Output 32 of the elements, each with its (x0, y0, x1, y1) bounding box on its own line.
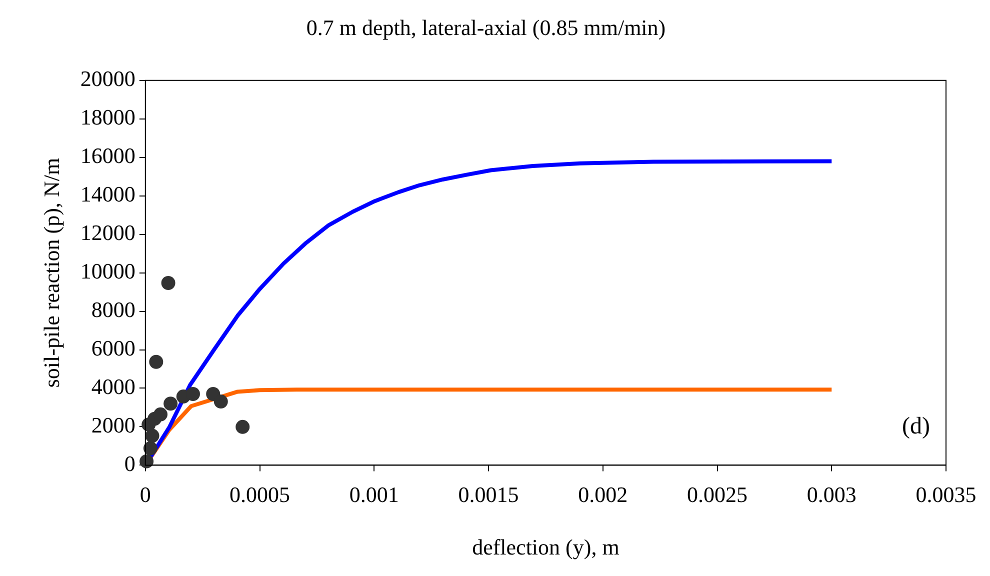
y-axis-title: soil-pile reaction (p), N/m (38, 158, 64, 388)
x-tick-label: 0.001 (349, 482, 399, 508)
point (149, 354, 164, 369)
y-tick-label: 20000 (80, 66, 136, 92)
y-tick-label: 16000 (80, 143, 136, 168)
chart-title: 0.7 m depth, lateral-axial (0.85 mm/min) (306, 14, 666, 40)
x-tick-label: 0.003 (806, 482, 856, 508)
point (164, 396, 178, 411)
point (214, 394, 228, 409)
x-tick-label: 0.0025 (687, 482, 748, 508)
y-tick-label: 12000 (80, 220, 136, 246)
y-tick-label: 14000 (80, 182, 136, 207)
point (153, 407, 168, 422)
y-tick-label: 2000 (91, 412, 136, 438)
x-axis-title: deflection (y), m (472, 534, 620, 560)
y-tick-label: 10000 (80, 258, 136, 284)
y-tick-label: 6000 (91, 336, 136, 361)
x-tick-label: 0 (140, 482, 151, 508)
x-tick-label: 0.002 (578, 482, 628, 508)
x-tick-label: 0.0035 (916, 482, 976, 508)
y-tick-label: 4000 (91, 374, 136, 400)
x-tick-label: 0.0015 (458, 482, 519, 508)
y-tick-label: 0 (124, 450, 136, 476)
y-tick-label: 8000 (91, 297, 136, 322)
point (161, 276, 176, 290)
annotation: (d) (902, 413, 930, 440)
y-tick-label: 18000 (80, 104, 136, 130)
point (186, 387, 200, 402)
point (143, 441, 158, 456)
point (145, 428, 160, 443)
x-tick-label: 0.0005 (230, 482, 290, 508)
point (236, 420, 250, 434)
